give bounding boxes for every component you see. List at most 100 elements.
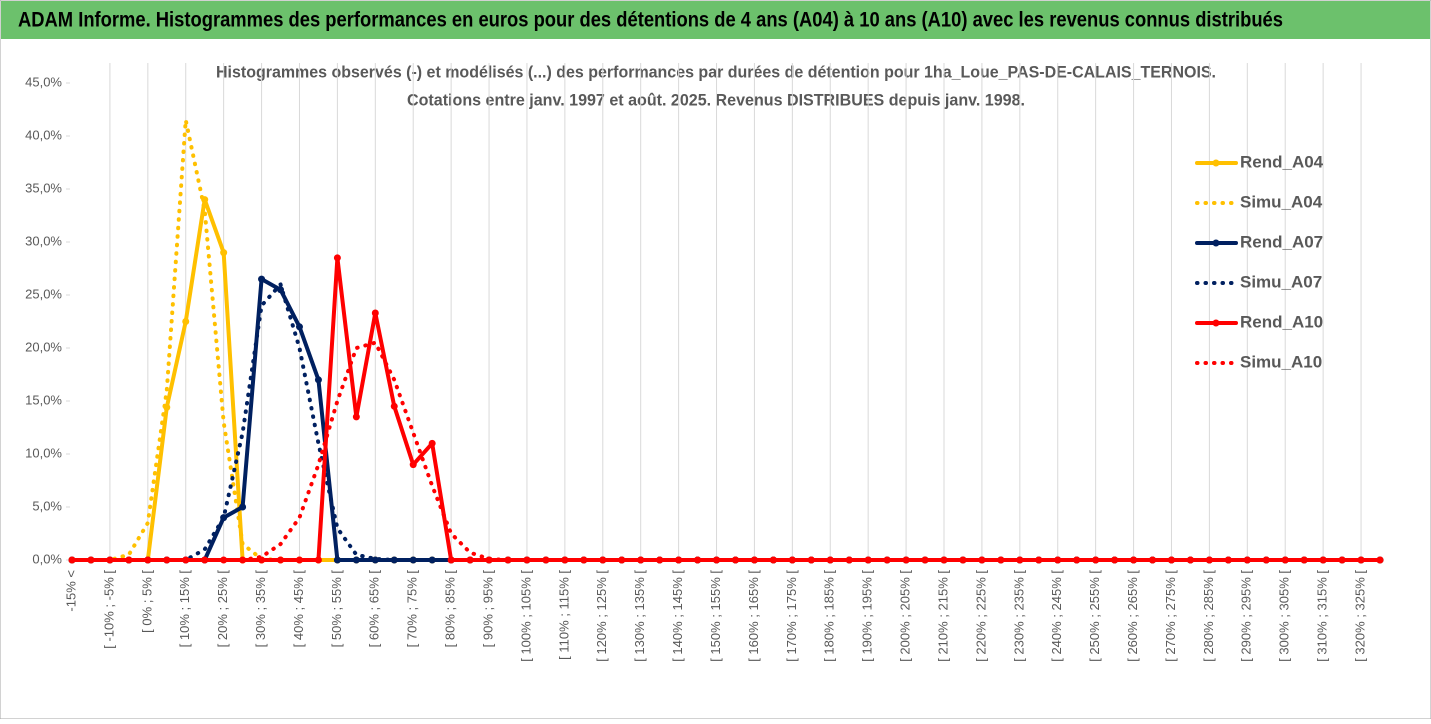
point-marker bbox=[371, 309, 379, 317]
x-tick-label: [ 150% ; 155% [ bbox=[708, 570, 723, 662]
legend-label: Simu_A07 bbox=[1240, 272, 1322, 291]
point-marker bbox=[959, 556, 967, 564]
header-title: ADAM Informe. Histogrammes des performan… bbox=[18, 9, 1283, 32]
x-tick-label: [ 10% ; 15% [ bbox=[177, 570, 192, 648]
x-tick-label: [ 110% ; 115% [ bbox=[556, 570, 571, 660]
x-tick-label: [ 210% ; 215% [ bbox=[935, 570, 950, 662]
point-marker bbox=[1186, 556, 1194, 564]
point-marker bbox=[864, 556, 872, 564]
y-tick-label: 45,0% bbox=[25, 74, 62, 89]
x-tick-label: [ 200% ; 205% [ bbox=[898, 570, 913, 662]
point-marker bbox=[618, 556, 626, 564]
point-marker bbox=[542, 556, 550, 564]
y-tick-label: 25,0% bbox=[25, 286, 62, 301]
legend-label: Rend_A04 bbox=[1240, 152, 1324, 171]
point-marker bbox=[295, 323, 303, 331]
point-marker bbox=[277, 556, 285, 564]
x-tick-label: [ 0% ; 5% [ bbox=[139, 570, 154, 633]
point-marker bbox=[694, 556, 702, 564]
point-marker bbox=[314, 376, 322, 384]
point-marker bbox=[390, 402, 398, 410]
x-tick-label: [ 170% ; 175% [ bbox=[784, 570, 799, 662]
y-tick-label: 15,0% bbox=[25, 392, 62, 407]
x-tick-label: [ 80% ; 85% [ bbox=[443, 570, 458, 648]
point-marker bbox=[220, 249, 228, 257]
point-marker bbox=[352, 413, 360, 421]
x-tick-label: [ 290% ; 295% [ bbox=[1239, 570, 1254, 662]
point-marker bbox=[1357, 556, 1365, 564]
legend-marker bbox=[1212, 239, 1220, 247]
x-tick-label: [ 180% ; 185% [ bbox=[822, 570, 837, 662]
series-line bbox=[70, 340, 1382, 562]
chart-title: Histogrammes observés (-) et modélisés (… bbox=[216, 62, 1216, 81]
legend-label: Simu_A04 bbox=[1240, 192, 1323, 211]
x-tick-label: -15% < bbox=[63, 570, 78, 612]
x-tick-label: [ 20% ; 25% [ bbox=[215, 570, 230, 648]
point-marker bbox=[1205, 556, 1213, 564]
x-tick-label: [ 30% ; 35% [ bbox=[253, 570, 268, 648]
x-tick-label: [ 50% ; 55% [ bbox=[329, 570, 344, 648]
legend-marker bbox=[1212, 159, 1220, 167]
x-tick-label: [ -10% ; -5% [ bbox=[101, 570, 116, 649]
point-marker bbox=[788, 556, 796, 564]
point-marker bbox=[447, 556, 455, 564]
x-tick-label: [ 270% ; 275% [ bbox=[1163, 570, 1178, 662]
x-tick-label: [ 220% ; 225% [ bbox=[973, 570, 988, 662]
point-marker bbox=[106, 556, 114, 564]
x-tick-label: [ 120% ; 125% [ bbox=[594, 570, 609, 662]
x-tick-label: [ 130% ; 135% [ bbox=[632, 570, 647, 662]
point-marker bbox=[466, 556, 474, 564]
point-marker bbox=[182, 318, 190, 325]
legend-label: Simu_A10 bbox=[1240, 352, 1322, 371]
point-marker bbox=[1376, 556, 1384, 564]
point-marker bbox=[428, 439, 436, 447]
y-tick-label: 35,0% bbox=[25, 180, 62, 195]
legend-label: Rend_A07 bbox=[1240, 232, 1323, 251]
point-marker bbox=[940, 556, 948, 564]
point-marker bbox=[333, 556, 341, 564]
point-marker bbox=[314, 556, 322, 564]
point-marker bbox=[371, 556, 379, 564]
point-marker bbox=[1281, 556, 1289, 564]
x-tick-label: [ 190% ; 195% [ bbox=[860, 570, 875, 662]
point-marker bbox=[333, 254, 341, 262]
x-tick-label: [ 60% ; 65% [ bbox=[367, 570, 382, 648]
x-tick-label: [ 300% ; 305% [ bbox=[1277, 570, 1292, 662]
x-tick-label: [ 310% ; 315% [ bbox=[1315, 570, 1330, 662]
point-marker bbox=[1111, 556, 1119, 564]
x-tick-label: [ 230% ; 235% [ bbox=[1011, 570, 1026, 662]
y-tick-label: 30,0% bbox=[25, 233, 62, 248]
point-marker bbox=[409, 461, 417, 469]
y-tick-label: 40,0% bbox=[25, 127, 62, 142]
legend-label: Rend_A10 bbox=[1240, 312, 1323, 331]
x-tick-label: [ 260% ; 265% [ bbox=[1125, 570, 1140, 662]
x-tick-label: [ 240% ; 245% [ bbox=[1049, 570, 1064, 662]
y-tick-label: 20,0% bbox=[25, 339, 62, 354]
x-tick-label: [ 40% ; 45% [ bbox=[291, 570, 306, 648]
point-marker bbox=[523, 556, 531, 564]
x-tick-label: [ 320% ; 325% [ bbox=[1352, 570, 1367, 662]
point-marker bbox=[352, 556, 360, 564]
x-tick-label: [ 160% ; 165% [ bbox=[746, 570, 761, 662]
point-marker bbox=[182, 556, 190, 564]
point-marker bbox=[239, 503, 247, 511]
y-tick-label: 5,0% bbox=[32, 498, 62, 513]
x-tick-label: [ 90% ; 95% [ bbox=[480, 570, 495, 648]
point-marker bbox=[1035, 556, 1043, 564]
legend-marker bbox=[1212, 319, 1220, 327]
point-marker bbox=[258, 275, 266, 283]
x-tick-label: [ 140% ; 145% [ bbox=[670, 570, 685, 662]
x-tick-label: [ 250% ; 255% [ bbox=[1087, 570, 1102, 662]
header-bar bbox=[1, 1, 1430, 39]
y-tick-label: 10,0% bbox=[25, 445, 62, 460]
chart-subtitle: Cotations entre janv. 1997 et août. 2025… bbox=[407, 90, 1025, 109]
y-tick-label: 0,0% bbox=[32, 551, 62, 566]
x-tick-label: [ 100% ; 105% [ bbox=[518, 570, 533, 662]
point-marker bbox=[295, 556, 303, 564]
x-tick-label: [ 70% ; 75% [ bbox=[405, 570, 420, 648]
point-marker bbox=[201, 556, 209, 564]
x-tick-label: [ 280% ; 285% [ bbox=[1201, 570, 1216, 662]
